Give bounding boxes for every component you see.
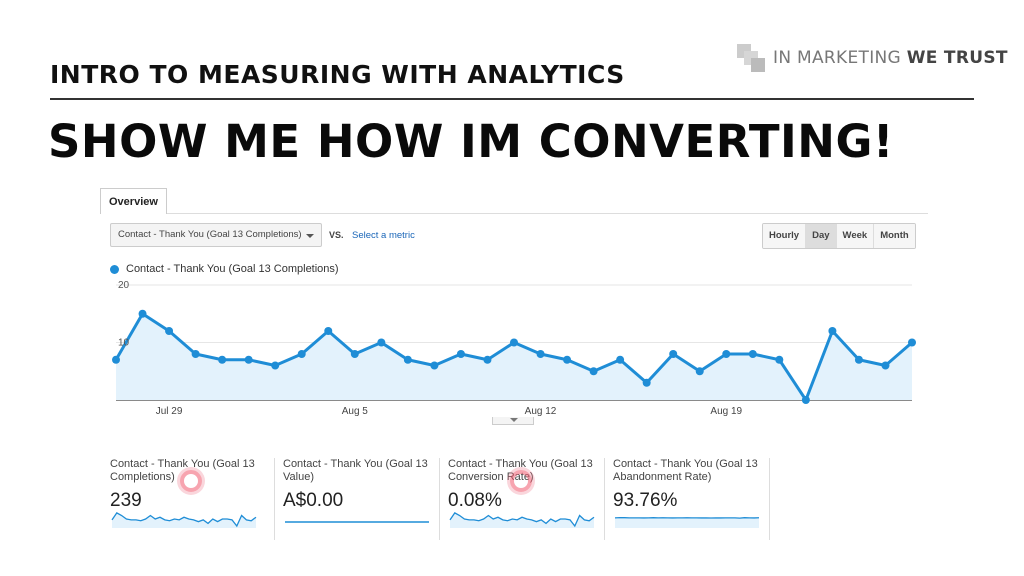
day-button[interactable]: Day (805, 224, 836, 248)
sparkline (285, 521, 429, 523)
data-point (297, 350, 306, 358)
data-point (642, 378, 651, 387)
vs-label: VS. (329, 230, 344, 240)
data-point (165, 327, 174, 335)
month-button[interactable]: Month (873, 224, 915, 248)
data-point (536, 350, 545, 358)
logo-text-bold: WE TRUST (906, 48, 1008, 68)
x-tick-label: Aug 12 (525, 406, 557, 417)
scorecard[interactable]: Contact - Thank You (Goal 13 Conversion … (440, 458, 605, 540)
scorecard[interactable]: Contact - Thank You (Goal 13 Completions… (110, 458, 275, 540)
data-point (191, 350, 200, 358)
data-point (456, 350, 465, 358)
week-button[interactable]: Week (835, 224, 874, 248)
data-point (403, 355, 412, 364)
slide-subtitle: INTRO TO MEASURING WITH ANALYTICS (50, 60, 625, 89)
scorecard-value: 239 (110, 490, 142, 511)
data-point (908, 338, 916, 347)
brand-logo: IN MARKETING WE TRUST (737, 44, 1008, 72)
data-point (589, 367, 598, 376)
y-tick-label: 10 (118, 338, 130, 349)
data-point (483, 355, 492, 364)
select-metric-link[interactable]: Select a metric (352, 230, 415, 241)
data-point (244, 355, 253, 364)
scorecard-label: Contact - Thank You (Goal 13 Value) (283, 458, 428, 483)
data-point (324, 327, 333, 335)
scorecards: Contact - Thank You (Goal 13 Completions… (110, 458, 770, 540)
slide-title: SHOW ME HOW IM CONVERTING! (48, 115, 894, 168)
data-point (881, 361, 890, 370)
scorecard[interactable]: Contact - Thank You (Goal 13 Abandonment… (605, 458, 770, 540)
scorecard-label: Contact - Thank You (Goal 13 Abandonment… (613, 458, 758, 483)
sparkline-line (614, 516, 760, 519)
logo-text-light: IN MARKETING (773, 48, 902, 68)
sparkline (111, 512, 257, 528)
scorecard-label: Contact - Thank You (Goal 13 Completions… (110, 458, 255, 483)
data-point (112, 355, 120, 364)
click-highlight-icon (180, 470, 202, 492)
data-point (828, 327, 837, 335)
data-point (669, 350, 678, 358)
data-point (430, 361, 439, 370)
scorecard-value: 93.76% (613, 490, 678, 511)
data-point (563, 355, 572, 364)
divider (50, 98, 974, 100)
sparkline-area (112, 512, 256, 528)
x-tick-label: Aug 5 (342, 406, 369, 417)
chevron-down-icon (306, 234, 314, 238)
data-point (510, 338, 518, 347)
plus-logo-icon (737, 44, 765, 72)
data-point (377, 338, 386, 347)
line-chart: 10 20 Jul 29 Aug 5 Aug 12 Aug 19 (112, 280, 916, 417)
tab-overview[interactable]: Overview (100, 188, 167, 214)
data-point (854, 355, 863, 364)
chart-legend: Contact - Thank You (Goal 13 Completions… (110, 263, 339, 275)
data-point (218, 355, 227, 364)
scorecard-value: 0.08% (448, 490, 502, 511)
sparkline-area (615, 517, 759, 528)
tab-divider (100, 213, 928, 214)
data-point (801, 396, 810, 404)
data-point (748, 350, 757, 358)
x-tick-label: Jul 29 (156, 406, 183, 417)
chart-collapse-handle[interactable] (492, 417, 534, 425)
x-tick-label: Aug 19 (710, 406, 742, 417)
legend-label: Contact - Thank You (Goal 13 Completions… (126, 263, 339, 275)
sparkline-area (450, 512, 594, 528)
sparkline-line (111, 512, 257, 528)
sparkline (614, 516, 760, 528)
hourly-button[interactable]: Hourly (763, 224, 806, 248)
data-point (722, 350, 731, 358)
data-point (695, 367, 704, 376)
series-area (116, 313, 912, 400)
click-highlight-icon (510, 470, 532, 492)
metric-dropdown-value: Contact - Thank You (Goal 13 Completions… (118, 229, 302, 240)
y-tick-label: 20 (118, 280, 130, 291)
data-point (616, 355, 625, 364)
analytics-panel: Overview Contact - Thank You (Goal 13 Co… (100, 188, 928, 543)
data-point (138, 309, 147, 318)
scorecard[interactable]: Contact - Thank You (Goal 13 Value) A$0.… (275, 458, 440, 540)
scorecard-value: A$0.00 (283, 490, 344, 511)
granularity-toggle: Hourly Day Week Month (762, 223, 916, 249)
metric-dropdown[interactable]: Contact - Thank You (Goal 13 Completions… (110, 223, 322, 247)
sparkline (449, 512, 595, 528)
sparkline-line (449, 512, 595, 528)
data-point (775, 355, 784, 364)
legend-dot-icon (110, 264, 119, 274)
data-point (350, 350, 359, 358)
data-point (271, 361, 280, 370)
